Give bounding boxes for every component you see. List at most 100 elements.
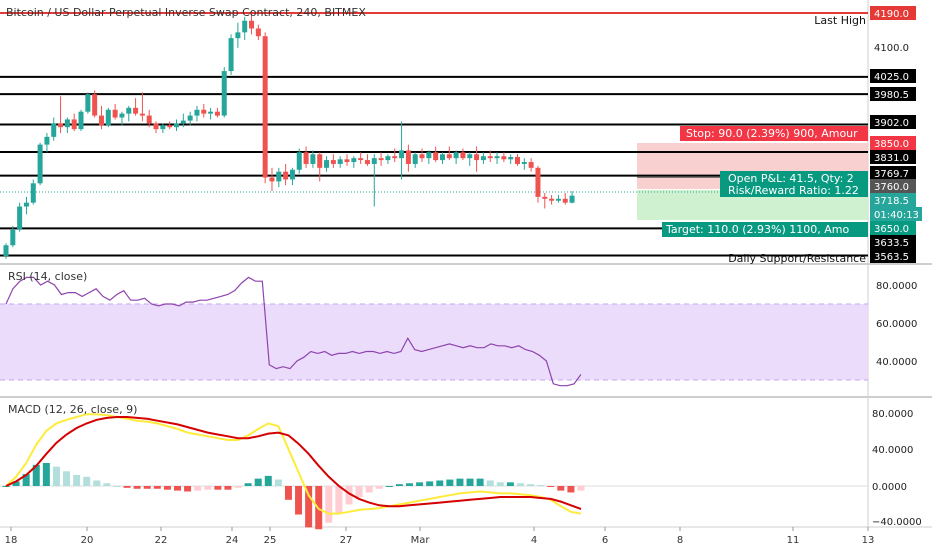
candle-body — [44, 136, 50, 145]
rsi-pane[interactable] — [5, 276, 582, 387]
candle-body — [71, 119, 77, 130]
macd-hist-bar — [224, 486, 232, 490]
candle-body — [235, 32, 241, 39]
candle-body — [419, 154, 425, 159]
candle-body — [364, 160, 370, 164]
risk-reward-text: Risk/Reward Ratio: 1.22 — [728, 184, 859, 197]
macd-title: MACD (12, 26, close, 9) — [8, 403, 137, 416]
macd-hist-bar — [416, 482, 424, 486]
candle-body — [330, 160, 336, 164]
candle-body — [208, 111, 214, 114]
candle-body — [255, 28, 261, 37]
time-tick-label: 25 — [264, 535, 277, 546]
macd-hist-bar — [214, 486, 222, 490]
target-box[interactable] — [662, 222, 868, 237]
candle-body — [385, 156, 391, 161]
macd-hist-bar — [375, 486, 383, 489]
macd-hist-bar — [426, 481, 434, 486]
time-tick-label: Mar — [411, 535, 431, 546]
macd-hist-bar — [63, 471, 71, 486]
price-tag-label: 3760.0 — [874, 182, 909, 193]
candle-body — [37, 144, 43, 184]
macd-hist-bar — [153, 486, 161, 489]
macd-hist-bar — [577, 486, 585, 491]
macd-hist-bar — [52, 466, 60, 486]
macd-line — [5, 413, 582, 515]
candle-body — [433, 152, 439, 161]
candle-body — [283, 171, 289, 180]
macd-axis-label: 80.0000 — [872, 409, 913, 420]
candle-body — [221, 71, 227, 116]
price-tag-label: 3980.5 — [874, 90, 909, 101]
macd-hist-bar — [516, 483, 524, 486]
macd-hist-bar — [305, 486, 313, 528]
price-tag-label: 4025.0 — [874, 72, 909, 83]
time-tick-label: 13 — [862, 535, 875, 546]
macd-hist-bar — [456, 478, 464, 486]
candle-body — [399, 150, 405, 159]
macd-hist-bar — [93, 480, 101, 486]
candle-body — [174, 123, 179, 128]
price-axis[interactable]: 4190.0 4100.0 4025.0 3980.5 3902.0 3850.0 3831… — [870, 6, 922, 263]
price-tag-label: 3902.0 — [874, 118, 909, 129]
pl-box[interactable] — [720, 171, 868, 197]
candle-body — [92, 94, 98, 116]
candle-body — [276, 171, 282, 182]
macd-hist-bar — [83, 476, 91, 486]
candle-body — [515, 156, 520, 164]
candle-body — [64, 119, 70, 128]
macd-axis[interactable]: 80.0000 40.0000 0.0000 −40.0000 — [872, 409, 922, 528]
time-tick-label: 4 — [531, 535, 537, 546]
macd-hist-bar — [163, 486, 171, 490]
price-tag-bg — [870, 136, 916, 150]
stop-box[interactable] — [680, 126, 868, 141]
rsi-axis-label: 80.0000 — [876, 281, 917, 292]
candle-body — [344, 159, 350, 163]
candle-body — [508, 156, 514, 160]
time-tick-label: 8 — [677, 535, 683, 546]
macd-hist-bar — [295, 486, 303, 515]
candle-body — [23, 202, 29, 207]
macd-hist-bar — [395, 484, 403, 486]
time-tick-label: 6 — [602, 535, 608, 546]
candles[interactable] — [3, 11, 575, 259]
candle-body — [337, 159, 343, 164]
time-tick-label: 20 — [81, 535, 94, 546]
candle-body — [467, 154, 473, 159]
macd-pane[interactable] — [2, 413, 585, 530]
price-tag-bg — [870, 166, 916, 180]
candle-body — [249, 20, 255, 29]
macd-hist-bar — [406, 483, 414, 486]
price-tag-bg — [870, 150, 916, 164]
macd-hist-bar — [506, 482, 514, 486]
price-tag-bg — [870, 249, 916, 263]
candle-body — [30, 183, 36, 203]
candle-body — [487, 156, 493, 159]
candle-body — [262, 36, 268, 178]
target-box-text: Target: 110.0 (2.93%) 1100, Amo — [665, 223, 849, 236]
candle-body — [474, 154, 480, 161]
macd-hist-bar — [103, 483, 111, 486]
macd-hist-bar — [123, 486, 131, 488]
macd-hist-bar — [476, 478, 484, 486]
macd-hist-bar — [204, 486, 212, 490]
candle-body — [569, 195, 575, 203]
price-tag-label: 3650.0 — [874, 224, 909, 235]
price-tag-bg — [870, 69, 916, 83]
price-tag-label: 3633.5 — [874, 238, 909, 249]
candle-body — [85, 94, 91, 112]
daily-sr-label: Daily Support/Resistance — [728, 252, 866, 265]
rsi-line — [5, 276, 582, 387]
macd-hist-bar — [355, 486, 363, 498]
rsi-axis[interactable]: 80.0000 60.0000 40.0000 — [876, 281, 917, 368]
candle-body — [324, 160, 330, 168]
price-tag-label: 3718.5 — [874, 196, 909, 207]
macd-hist-bar — [325, 486, 333, 523]
rsi-axis-label: 60.0000 — [876, 319, 917, 330]
candle-body — [269, 177, 275, 182]
time-axis[interactable]: 18 20 22 24 25 27 Mar 4 6 8 11 13 — [5, 527, 875, 546]
macd-hist-bar — [264, 475, 272, 486]
macd-hist-bar — [284, 486, 292, 500]
candle-body — [549, 198, 555, 201]
